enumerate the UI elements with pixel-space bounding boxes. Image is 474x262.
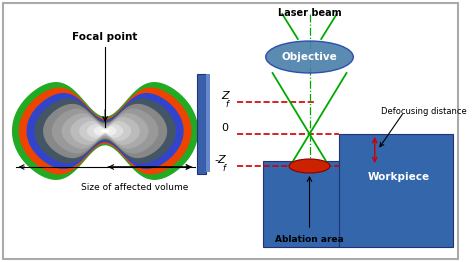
Text: Defocusing distance: Defocusing distance: [381, 107, 466, 117]
Polygon shape: [80, 122, 130, 140]
Polygon shape: [13, 83, 198, 179]
Text: Focal point: Focal point: [73, 32, 138, 42]
Text: Objective: Objective: [282, 52, 337, 62]
Polygon shape: [19, 88, 191, 174]
Bar: [339, 134, 453, 247]
Polygon shape: [27, 94, 183, 168]
Text: Ablation area: Ablation area: [275, 236, 344, 244]
Bar: [263, 161, 339, 247]
Polygon shape: [53, 109, 158, 153]
Polygon shape: [35, 99, 175, 163]
Bar: [206, 74, 210, 172]
Text: Workpiece: Workpiece: [368, 172, 430, 182]
Polygon shape: [100, 129, 110, 133]
Polygon shape: [102, 130, 108, 132]
Polygon shape: [44, 105, 166, 157]
Text: 0: 0: [222, 123, 229, 133]
Text: f: f: [226, 100, 229, 109]
Polygon shape: [88, 125, 123, 137]
Polygon shape: [62, 114, 148, 148]
Text: Z: Z: [221, 91, 229, 101]
Text: Size of affected volume: Size of affected volume: [81, 183, 188, 192]
Ellipse shape: [266, 41, 353, 73]
Text: f: f: [223, 164, 226, 173]
Text: Laser beam: Laser beam: [278, 8, 341, 18]
Polygon shape: [94, 127, 116, 135]
Ellipse shape: [289, 159, 330, 173]
Polygon shape: [71, 118, 139, 144]
Bar: [197, 74, 206, 174]
Text: -Z: -Z: [214, 155, 226, 165]
FancyBboxPatch shape: [3, 3, 458, 259]
